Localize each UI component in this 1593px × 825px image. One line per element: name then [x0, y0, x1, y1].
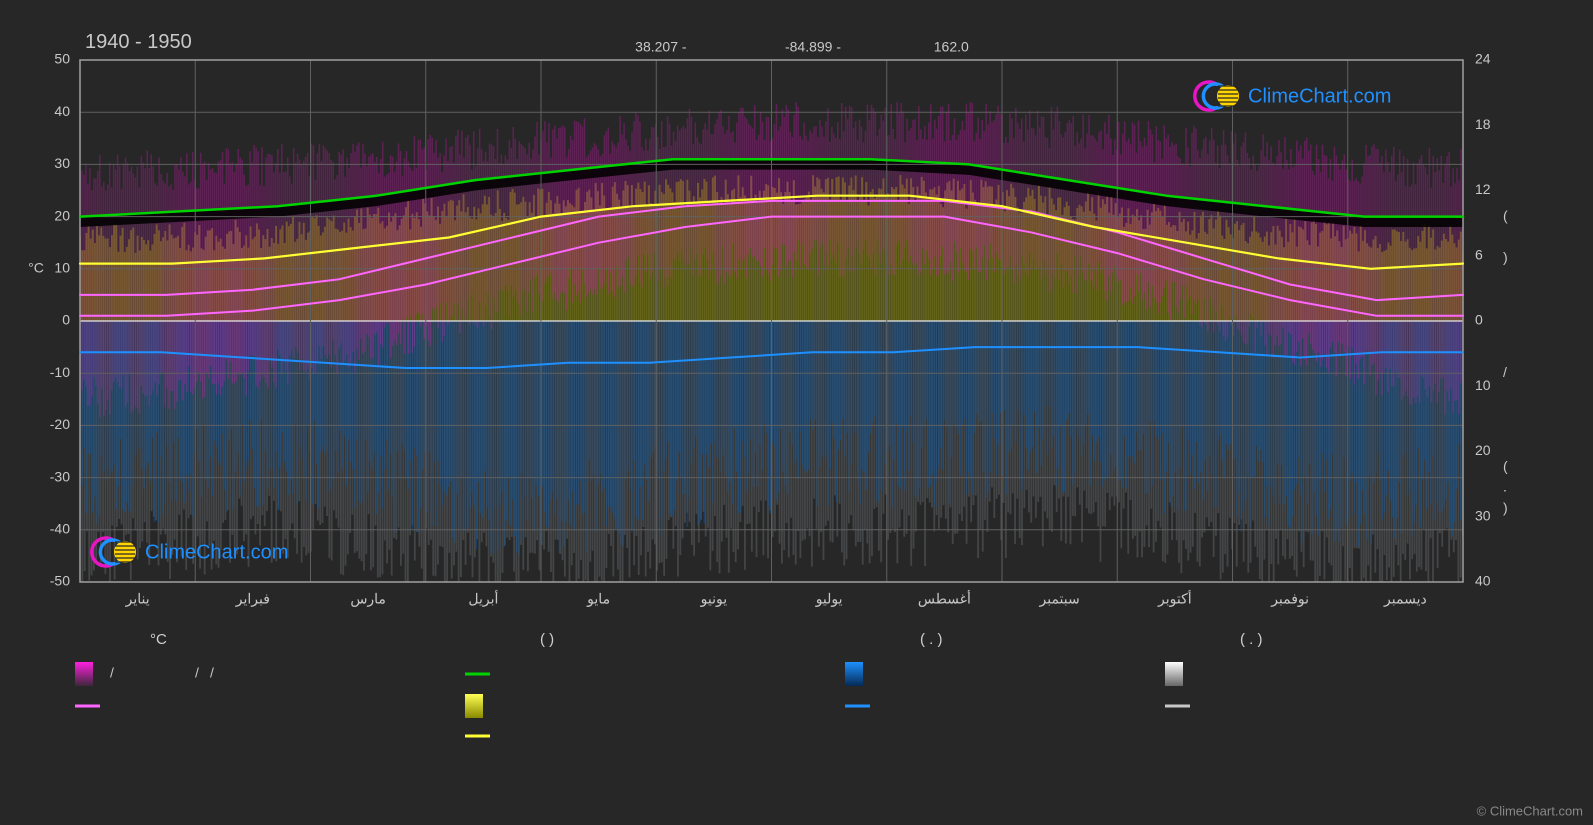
svg-text:/: / [210, 665, 214, 681]
svg-text:يونيو: يونيو [700, 591, 728, 608]
svg-text:أغسطس: أغسطس [918, 589, 971, 608]
svg-text:10: 10 [54, 260, 70, 276]
svg-text:فبراير: فبراير [235, 591, 270, 608]
legend-header: ( . ) [920, 631, 943, 648]
svg-text:): ) [1503, 500, 1508, 516]
svg-text:30: 30 [1475, 507, 1491, 523]
svg-text:6: 6 [1475, 246, 1483, 262]
brand-logo: ClimeChart.com [1195, 82, 1392, 110]
svg-text:24: 24 [1475, 51, 1491, 67]
svg-text:ديسمبر: ديسمبر [1383, 591, 1427, 608]
svg-text:38.207 -: 38.207 - [635, 39, 687, 55]
svg-text:18: 18 [1475, 116, 1491, 132]
svg-text:0: 0 [62, 312, 70, 328]
svg-text:°C: °C [28, 260, 44, 276]
svg-text:-84.899 -: -84.899 - [785, 39, 841, 55]
svg-text:10: 10 [1475, 377, 1491, 393]
svg-text:يناير: يناير [125, 591, 150, 608]
svg-text:سبتمبر: سبتمبر [1039, 591, 1080, 608]
svg-text:-10: -10 [50, 364, 70, 380]
svg-text:12: 12 [1475, 181, 1491, 197]
svg-text:مارس: مارس [350, 591, 386, 608]
legend-header: ( ) [540, 631, 554, 648]
svg-text:-30: -30 [50, 468, 70, 484]
chart-title: 1940 - 1950 [85, 31, 192, 53]
svg-text:.: . [1503, 479, 1507, 495]
svg-text:0: 0 [1475, 312, 1483, 328]
svg-text:يوليو: يوليو [815, 591, 843, 608]
svg-text:40: 40 [1475, 573, 1491, 589]
svg-text:162.0: 162.0 [934, 39, 969, 55]
svg-text:50: 50 [54, 51, 70, 67]
climate-chart: 50 40 30 20 10 0 -10 -20 -30 -40 -50 °C 24 18 12 6 0 () 10… [0, 0, 1593, 825]
legend-header: °C [150, 631, 167, 648]
svg-text:(: ( [1503, 458, 1508, 474]
svg-text:): ) [1503, 249, 1508, 265]
brand-logo: ClimeChart.com [92, 538, 289, 566]
copyright-text: © ClimeChart.com [1477, 803, 1583, 818]
svg-text:30: 30 [54, 155, 70, 171]
svg-text:20: 20 [54, 207, 70, 223]
svg-text:40: 40 [54, 103, 70, 119]
svg-text:أبريل: أبريل [468, 589, 498, 608]
svg-text:/: / [1503, 364, 1507, 380]
chart-svg: 50 40 30 20 10 0 -10 -20 -30 -40 -50 °C 24 18 12 6 0 () 10… [0, 0, 1593, 825]
svg-text:نوفمبر: نوفمبر [1270, 591, 1309, 608]
svg-text:20: 20 [1475, 442, 1491, 458]
svg-text:-50: -50 [50, 573, 70, 589]
svg-text:/: / [195, 665, 199, 681]
svg-text:-20: -20 [50, 416, 70, 432]
svg-text:مايو: مايو [586, 591, 610, 608]
svg-text:/: / [110, 665, 114, 681]
svg-text:(: ( [1503, 207, 1508, 223]
svg-text:أكتوبر: أكتوبر [1157, 589, 1192, 608]
svg-text:ClimeChart.com: ClimeChart.com [1248, 85, 1391, 107]
svg-text:ClimeChart.com: ClimeChart.com [145, 541, 288, 563]
legend-header: ( . ) [1240, 631, 1263, 648]
svg-text:-40: -40 [50, 521, 70, 537]
